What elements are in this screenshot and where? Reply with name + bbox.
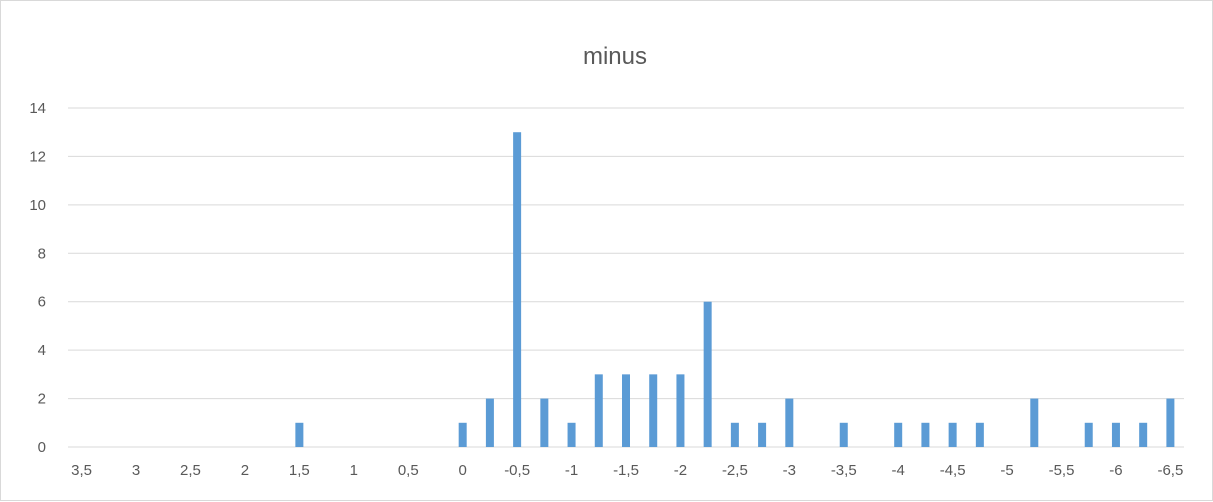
x-tick-label: -4	[892, 462, 905, 479]
y-tick-label: 2	[38, 391, 46, 408]
bar	[948, 422, 957, 447]
x-tick-label: 0,5	[398, 462, 419, 479]
bar	[676, 374, 685, 447]
x-tick-label: -1	[565, 462, 578, 479]
x-tick-label: -6,5	[1157, 462, 1183, 479]
x-tick-label: -3	[783, 462, 796, 479]
y-tick-label: 8	[38, 245, 46, 262]
x-tick-label: 3,5	[71, 462, 92, 479]
bar	[1139, 422, 1148, 447]
bar	[1111, 422, 1120, 447]
x-tick-label: -5,5	[1049, 462, 1075, 479]
x-tick-label: -0,5	[504, 462, 530, 479]
x-tick-label: -4,5	[940, 462, 966, 479]
x-tick-label: -2,5	[722, 462, 748, 479]
bar	[567, 422, 576, 447]
bars	[295, 132, 1175, 447]
bar	[1166, 398, 1175, 447]
bar	[785, 398, 794, 447]
bar	[894, 422, 903, 447]
y-axis-ticks: 0 2 4 6 8 10 12 14	[29, 100, 46, 456]
bar	[540, 398, 549, 447]
y-tick-label: 4	[38, 342, 46, 359]
bar	[1084, 422, 1093, 447]
bar	[485, 398, 494, 447]
bar	[622, 374, 630, 447]
bar	[295, 422, 304, 447]
y-tick-label: 6	[38, 294, 46, 311]
bar	[594, 374, 603, 447]
x-tick-label: -3,5	[831, 462, 857, 479]
bar	[839, 422, 848, 447]
x-tick-label: 2,5	[180, 462, 201, 479]
bar	[458, 422, 467, 447]
x-tick-label: 1	[350, 462, 358, 479]
bar	[758, 422, 767, 447]
y-tick-label: 12	[29, 148, 46, 165]
x-tick-label: 2	[241, 462, 249, 479]
bar	[703, 301, 712, 447]
bar	[975, 422, 984, 447]
x-tick-label: 0	[459, 462, 467, 479]
gridlines	[68, 107, 1184, 448]
x-tick-label: -6	[1109, 462, 1122, 479]
x-tick-label: -2	[674, 462, 687, 479]
bar	[921, 422, 930, 447]
x-tick-label: 1,5	[289, 462, 310, 479]
bar	[730, 422, 739, 447]
bar	[1030, 398, 1039, 447]
x-tick-label: 3	[132, 462, 140, 479]
y-tick-label: 0	[38, 439, 46, 456]
bar	[513, 132, 522, 447]
bar	[649, 374, 658, 447]
y-tick-label: 14	[29, 100, 46, 117]
chart-title: minus	[583, 43, 647, 70]
y-tick-label: 10	[29, 197, 46, 214]
x-tick-label: -5	[1000, 462, 1013, 479]
x-axis-ticks: 3,5 3 2,5 2 1,5 1 0,5 0 -0,5 -1 -1,5 -2 -2,5 -3 -3,5 -4…	[71, 462, 1183, 479]
x-tick-label: -1,5	[613, 462, 639, 479]
